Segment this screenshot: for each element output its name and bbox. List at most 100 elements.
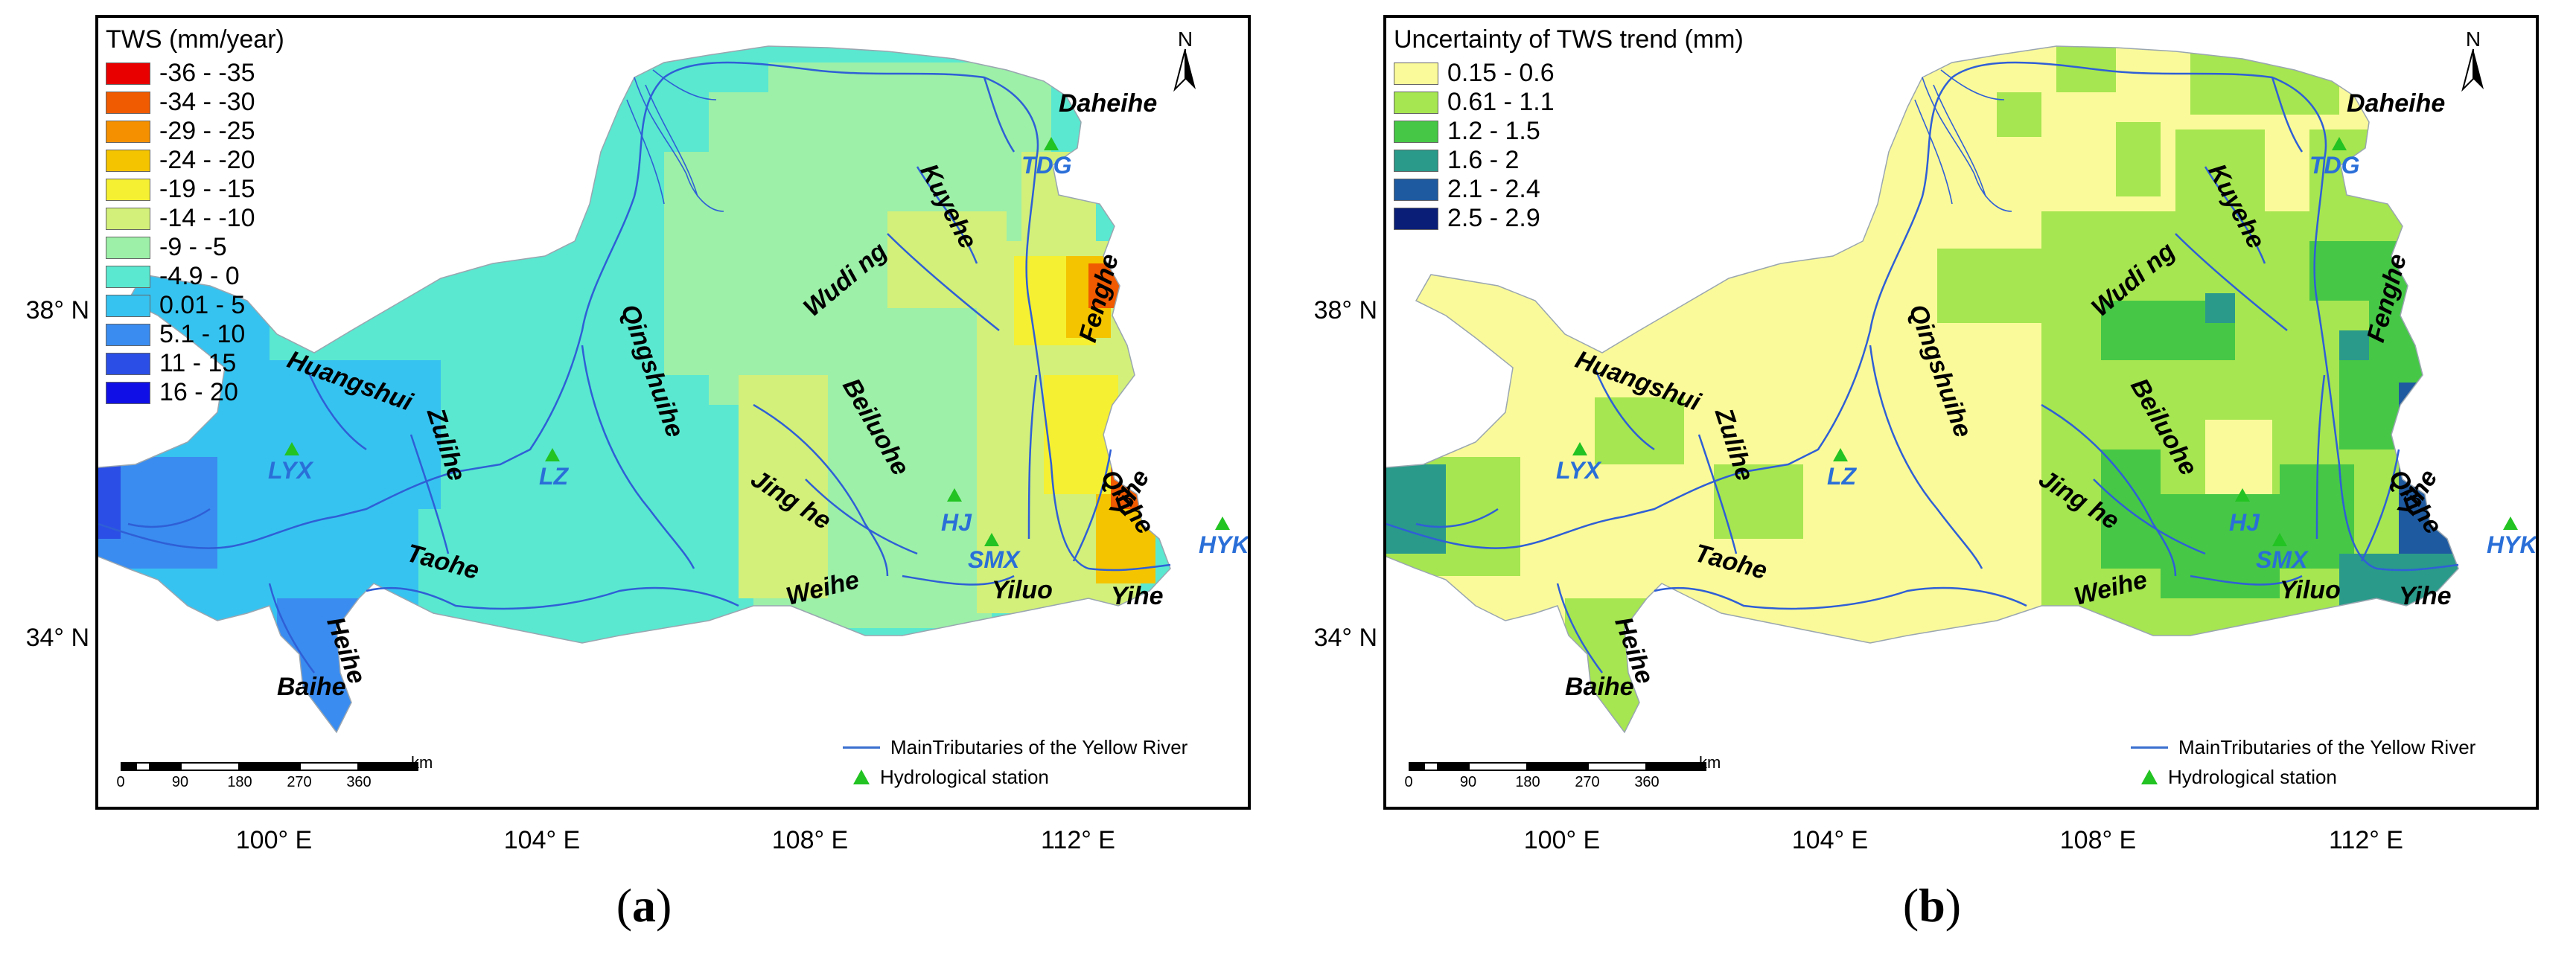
scale-label: 0 bbox=[1404, 774, 1413, 790]
scale-label: 270 bbox=[287, 774, 312, 790]
caption-b: (b) bbox=[1902, 879, 1962, 932]
legend-item: 0.61 - 1.1 bbox=[1394, 88, 1744, 117]
legend-label: 0.01 - 5 bbox=[159, 291, 246, 319]
legend-item: 2.5 - 2.9 bbox=[1394, 204, 1744, 233]
legend-label: -14 - -10 bbox=[159, 204, 255, 232]
legend-item: 0.01 - 5 bbox=[106, 291, 284, 320]
legend-label: 16 - 20 bbox=[159, 378, 238, 406]
river-label-daheihe: Daheihe bbox=[1059, 89, 1158, 118]
legend-item: -4.9 - 0 bbox=[106, 262, 284, 291]
scale-bar: 0 90 180 270 360 km bbox=[116, 753, 433, 790]
legend-item: 11 - 15 bbox=[106, 349, 284, 378]
scale-label: 90 bbox=[1459, 774, 1477, 790]
scale-bar: 0 90 180 270 360 km bbox=[1404, 753, 1721, 790]
station-label-hyk: HYK bbox=[2487, 531, 2537, 558]
station-label-tdg: TDG bbox=[1021, 152, 1072, 179]
caption-a: (a) bbox=[616, 879, 672, 932]
lon-label-112: 112° E bbox=[2329, 826, 2403, 854]
station-marker-icon bbox=[947, 488, 962, 502]
legend-item: 1.2 - 1.5 bbox=[1394, 117, 1744, 146]
legend-label: -4.9 - 0 bbox=[159, 262, 240, 290]
river-label-yiluo: Yiluo bbox=[2280, 576, 2341, 604]
legend-label: -24 - -20 bbox=[159, 146, 255, 174]
legend-label: 0.61 - 1.1 bbox=[1447, 88, 1555, 116]
north-label: N bbox=[2466, 28, 2481, 51]
station-marker-icon bbox=[1215, 516, 1230, 530]
legend-swatch bbox=[1394, 91, 1438, 114]
legend-label: -34 - -30 bbox=[159, 88, 255, 116]
station-marker-icon bbox=[284, 442, 299, 455]
lon-label-104: 104° E bbox=[503, 826, 581, 854]
legend-swatch bbox=[1394, 62, 1438, 85]
north-arrow-icon: N bbox=[2451, 28, 2496, 95]
legend-swatch bbox=[106, 265, 150, 288]
legend-item: 5.1 - 10 bbox=[106, 320, 284, 349]
scale-label: 180 bbox=[1515, 774, 1540, 790]
legend-item: -24 - -20 bbox=[106, 146, 284, 175]
station-label-hyk: HYK bbox=[1199, 531, 1249, 558]
scale-label: 90 bbox=[171, 774, 189, 790]
station-label-lyx: LYX bbox=[268, 457, 313, 484]
station-marker-icon bbox=[2235, 488, 2250, 502]
legend-swatch bbox=[1394, 178, 1438, 201]
scale-label: 360 bbox=[1634, 774, 1660, 790]
station-label-hj: HJ bbox=[941, 509, 972, 536]
map-panel-a: 38° N 34° N bbox=[25, 15, 1251, 932]
legend-label: 1.2 - 1.5 bbox=[1447, 117, 1540, 145]
legend-swatch bbox=[106, 236, 150, 259]
legend-swatch bbox=[106, 149, 150, 172]
uncertainty-map-b bbox=[1386, 45, 2459, 734]
legend-label: -36 - -35 bbox=[159, 59, 255, 87]
lat-label-34: 34° N bbox=[25, 624, 89, 652]
legend-swatch bbox=[106, 120, 150, 143]
legend-swatch bbox=[106, 207, 150, 230]
legend-b: Uncertainty of TWS trend (mm) 0.15 - 0.6… bbox=[1394, 25, 1744, 233]
scale-unit: km bbox=[411, 753, 433, 772]
legend-label: 1.6 - 2 bbox=[1447, 146, 1520, 174]
tributary-legend-label: MainTributaries of the Yellow River bbox=[890, 735, 1188, 758]
map-frame-b: Uncertainty of TWS trend (mm) 0.15 - 0.6… bbox=[1383, 15, 2539, 810]
scale-label: 0 bbox=[116, 774, 125, 790]
lon-label-104: 104° E bbox=[1791, 826, 1869, 854]
legend-item: -9 - -5 bbox=[106, 233, 284, 262]
legend-item: -34 - -30 bbox=[106, 88, 284, 117]
tws-map-a bbox=[98, 45, 1171, 734]
river-label-yihe-2: Yihe bbox=[2399, 582, 2452, 610]
station-legend-icon bbox=[2141, 770, 2158, 784]
station-marker-icon bbox=[2332, 137, 2347, 150]
station-marker-icon bbox=[545, 448, 560, 461]
lat-label-34: 34° N bbox=[1313, 624, 1377, 652]
river-label-daheihe: Daheihe bbox=[2347, 89, 2446, 118]
scale-label: 180 bbox=[227, 774, 252, 790]
station-marker-icon bbox=[1572, 442, 1587, 455]
station-label-smx: SMX bbox=[2256, 546, 2308, 573]
lon-label-100: 100° E bbox=[235, 826, 313, 854]
station-marker-icon bbox=[2272, 533, 2287, 546]
legend-label: 11 - 15 bbox=[159, 349, 237, 377]
map-panel-b: 38° N 34° N bbox=[1288, 0, 2576, 963]
legend-label: 5.1 - 10 bbox=[159, 320, 246, 348]
legend-swatch bbox=[106, 62, 150, 85]
lon-label-112: 112° E bbox=[1041, 826, 1115, 854]
station-marker-icon bbox=[2503, 516, 2518, 530]
station-label-tdg: TDG bbox=[2309, 152, 2360, 179]
legend-a: TWS (mm/year) -36 - -35 -34 - -30 -29 - … bbox=[106, 25, 284, 407]
tributary-line-icon bbox=[843, 746, 880, 749]
scale-label: 360 bbox=[346, 774, 372, 790]
lat-label-38: 38° N bbox=[1313, 296, 1377, 324]
station-marker-icon bbox=[984, 533, 999, 546]
legend-item: 1.6 - 2 bbox=[1394, 146, 1744, 175]
legend-swatch bbox=[106, 381, 150, 404]
legend-label: 2.1 - 2.4 bbox=[1447, 175, 1540, 203]
legend-item: -19 - -15 bbox=[106, 175, 284, 204]
station-label-smx: SMX bbox=[968, 546, 1020, 573]
station-marker-icon bbox=[1833, 448, 1848, 461]
legend-label: 2.5 - 2.9 bbox=[1447, 204, 1540, 232]
legend-item: -14 - -10 bbox=[106, 204, 284, 233]
legend-swatch bbox=[106, 352, 150, 375]
legend-label: -29 - -25 bbox=[159, 117, 255, 145]
legend-item: 2.1 - 2.4 bbox=[1394, 175, 1744, 204]
lon-label-108: 108° E bbox=[2059, 826, 2137, 854]
lat-label-38: 38° N bbox=[25, 296, 89, 324]
scale-unit: km bbox=[1699, 753, 1721, 772]
